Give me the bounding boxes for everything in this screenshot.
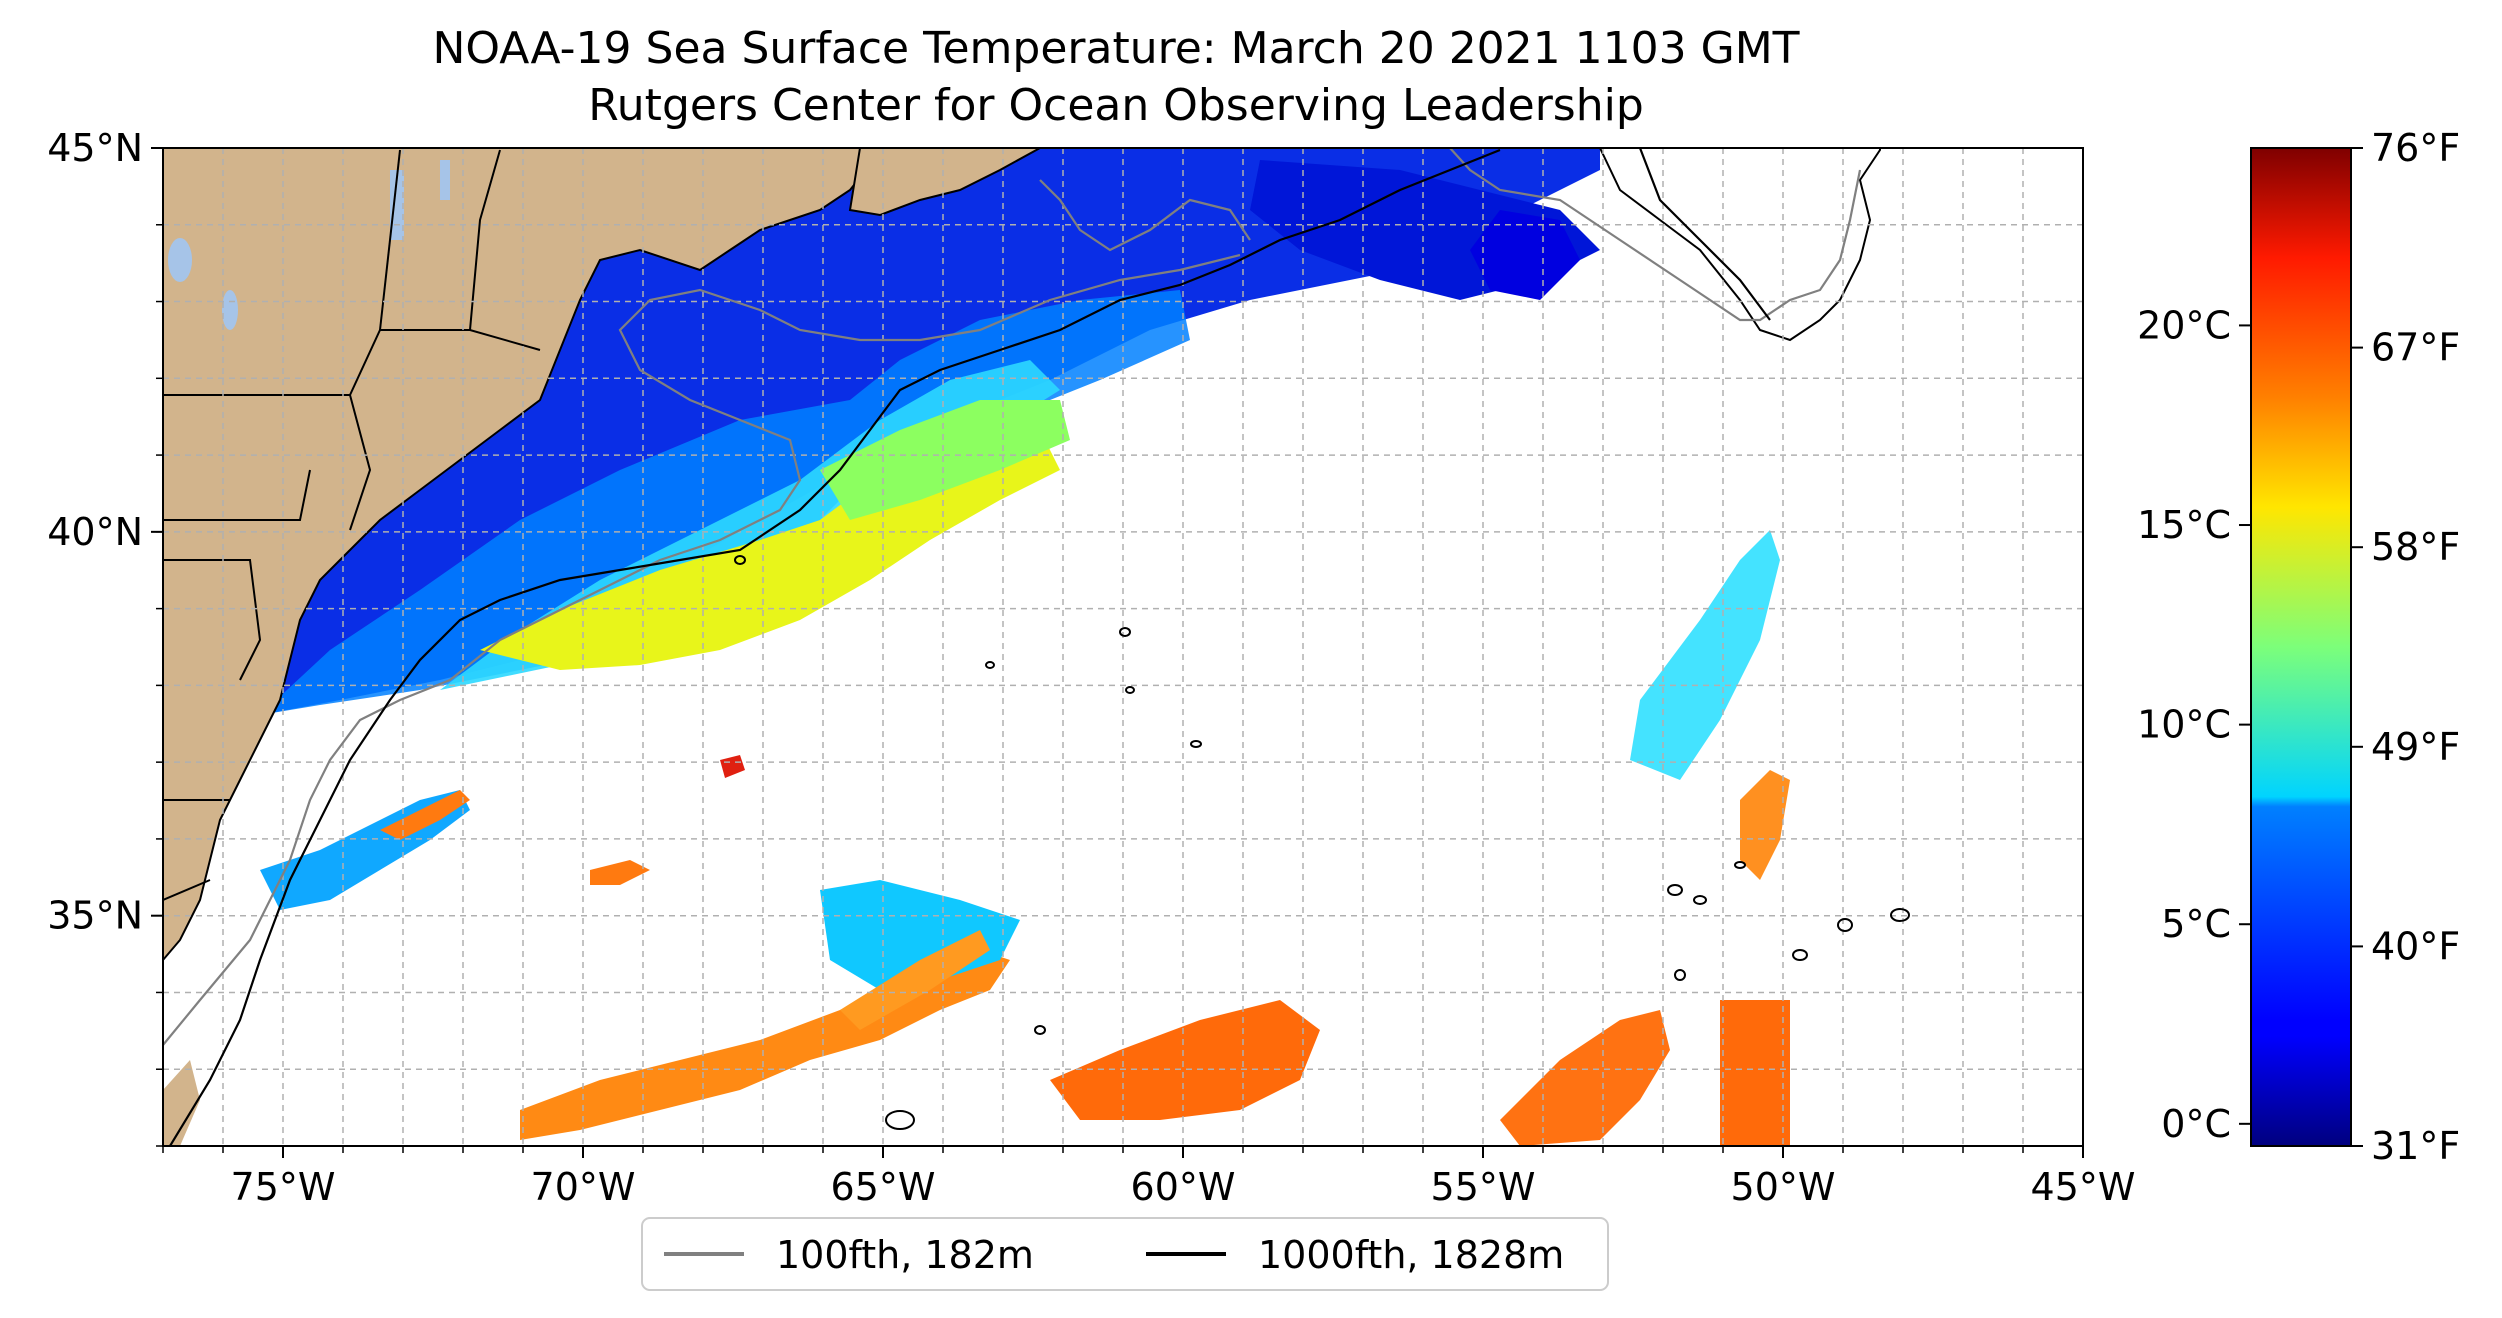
fahrenheit-tick-label: 31°F: [2371, 1124, 2460, 1168]
south-land-corner: [163, 1060, 200, 1146]
celsius-tick-label: 20°C: [2137, 303, 2231, 347]
map-panel: [163, 148, 2083, 1146]
map-subtitle: Rutgers Center for Ocean Observing Leade…: [588, 80, 1644, 131]
sst-streak-south2: [1050, 1000, 1320, 1120]
colorbar-gradient: [2250, 147, 2352, 1147]
lon-tick-label: 45°W: [2031, 1165, 2136, 1209]
lon-tick-label: 60°W: [1131, 1165, 1236, 1209]
sst-small-red: [720, 755, 745, 778]
lat-tick-label: 40°N: [47, 510, 143, 554]
sst-hatteras-streak: [380, 790, 470, 840]
sst-mid-streak: [840, 930, 990, 1030]
lon-tick-label: 65°W: [831, 1165, 936, 1209]
celsius-tick-label: 15°C: [2137, 503, 2231, 547]
sst-streak-south3: [1500, 1010, 1670, 1146]
legend-label-1000fth: 1000fth, 1828m: [1258, 1233, 1564, 1277]
sst-east-band-cyan: [1630, 530, 1780, 780]
fahrenheit-tick-label: 58°F: [2371, 525, 2460, 569]
bathymetry-100fth-contour: [163, 148, 1862, 1046]
fahrenheit-tick-label: 49°F: [2371, 725, 2460, 769]
celsius-tick-label: 0°C: [2161, 1102, 2231, 1146]
land: [163, 148, 1881, 1146]
state-borders: [163, 149, 541, 901]
seamount-contours: [734, 555, 1910, 1130]
sst-nova-scotia-cold: [1470, 210, 1580, 300]
sst-swath-edge-block: [1720, 1000, 1790, 1146]
legend: 100fth, 182m 1000fth, 1828m: [641, 1217, 1609, 1291]
lakes: [168, 160, 450, 330]
lon-tick-label: 75°W: [231, 1165, 336, 1209]
north-america-land: [163, 148, 892, 962]
fahrenheit-tick-label: 40°F: [2371, 924, 2460, 968]
celsius-tick-label: 5°C: [2161, 902, 2231, 946]
sst-small-orange: [590, 860, 650, 885]
canada-maritimes-land: [848, 148, 1041, 217]
newfoundland-outline: [1599, 148, 1881, 342]
celsius-tick-label: 10°C: [2137, 703, 2231, 747]
sst-east-band-orange: [1740, 770, 1790, 880]
latitude-axis: 45°N 40°N 35°N: [47, 126, 163, 1147]
gridlines: [163, 148, 2083, 1146]
lon-tick-label: 55°W: [1431, 1165, 1536, 1209]
colorbar-celsius-ticks: 20°C 15°C 10°C 5°C 0°C: [2137, 303, 2251, 1146]
colorbar: 20°C 15°C 10°C 5°C 0°C 76°F 67°F 58°F 49°F 40°F 3…: [2137, 126, 2460, 1168]
legend-label-100fth: 100fth, 182m: [776, 1233, 1034, 1277]
fahrenheit-tick-label: 67°F: [2371, 326, 2460, 370]
colorbar-fahrenheit-ticks: 76°F 67°F 58°F 49°F 40°F 31°F: [2351, 126, 2460, 1168]
lat-tick-label: 35°N: [47, 894, 143, 938]
fahrenheit-tick-label: 76°F: [2371, 126, 2460, 170]
lat-tick-label: 45°N: [47, 126, 143, 170]
legend-box: [641, 1217, 1609, 1291]
map-title: NOAA-19 Sea Surface Temperature: March 2…: [432, 23, 1799, 74]
bathymetry-1000fth-contour: [169, 148, 1771, 1146]
longitude-axis: 75°W 70°W 65°W 60°W 55°W 50°W 45°W: [162, 1146, 2136, 1209]
lon-tick-label: 50°W: [1731, 1165, 1836, 1209]
lon-tick-label: 70°W: [531, 1165, 636, 1209]
